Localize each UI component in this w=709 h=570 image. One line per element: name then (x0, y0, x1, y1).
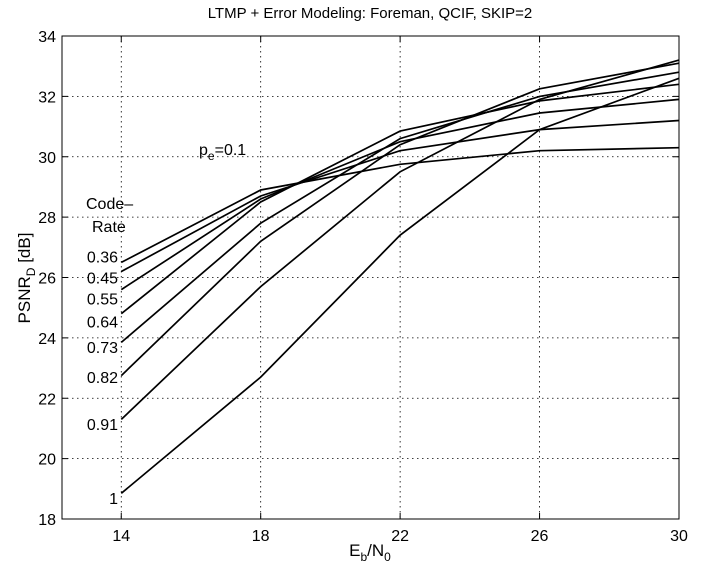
series-line-0.55 (120, 98, 680, 291)
y-tick-label: 18 (38, 512, 56, 529)
code-rate-label: 0.64 (87, 314, 118, 331)
chart-title: LTMP + Error Modeling: Foreman, QCIF, SK… (208, 5, 533, 22)
x-tick-labels: 14 18 22 26 30 (112, 528, 688, 545)
code-rate-label: 0.73 (87, 340, 118, 357)
y-tick-label: 30 (38, 150, 56, 167)
code-rate-label: 0.45 (87, 271, 118, 288)
y-tick-label: 26 (38, 271, 56, 288)
code-rate-label: 0.91 (87, 417, 118, 434)
series-line-0.45 (120, 119, 680, 273)
tick-marks (62, 35, 680, 520)
y-tick-label: 24 (38, 331, 56, 348)
series-lines (120, 59, 680, 494)
series-line-0.91 (120, 59, 680, 421)
code-rate-heading-line2: Rate (92, 219, 126, 236)
code-rate-label: 1 (109, 491, 118, 508)
code-rate-heading-line1: Code– (86, 196, 133, 213)
code-rate-label: 0.55 (87, 292, 118, 309)
series-line-0.36 (120, 146, 680, 264)
pe-annotation: pe=0.1 (199, 142, 246, 163)
y-tick-label: 20 (38, 452, 56, 469)
code-rate-label: 0.36 (87, 249, 118, 266)
y-tick-label: 22 (38, 391, 56, 408)
y-tick-label: 28 (38, 210, 56, 227)
series-line-1 (120, 77, 680, 494)
y-tick-label: 32 (38, 89, 56, 106)
x-axis-label: Eb/N0 (349, 541, 391, 564)
x-tick-label: 22 (391, 528, 409, 545)
x-tick-label: 26 (531, 528, 549, 545)
y-tick-labels: 18 20 22 24 26 28 30 32 34 (38, 29, 56, 529)
x-tick-label: 14 (112, 528, 130, 545)
code-rate-labels: 0.36 0.45 0.55 0.64 0.73 0.82 0.91 1 (87, 249, 118, 508)
code-rate-label: 0.82 (87, 370, 118, 387)
x-tick-label: 30 (670, 528, 688, 545)
series-line-0.73 (120, 71, 680, 344)
grid (62, 36, 679, 519)
series-line-0.64 (120, 83, 680, 315)
y-tick-label: 34 (38, 29, 56, 46)
x-tick-label: 18 (252, 528, 270, 545)
y-axis-label: PSNRD [dB] (15, 233, 38, 324)
series-line-0.82 (120, 62, 680, 377)
